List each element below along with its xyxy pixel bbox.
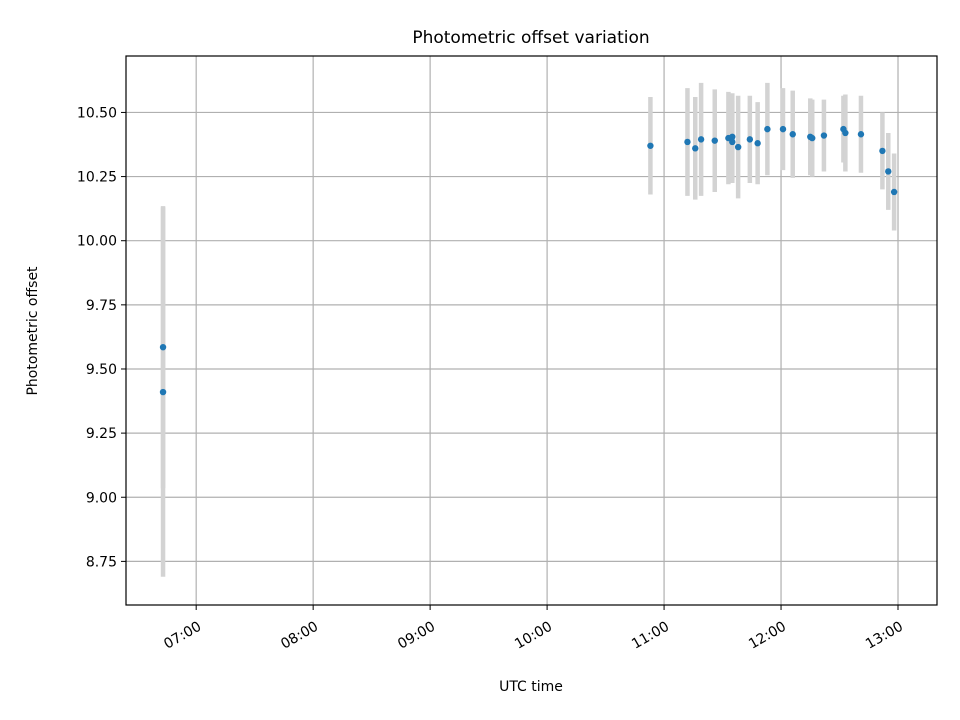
data-point [820,132,828,139]
x-axis-ticks: 07:00 08:00 09:00 10:00 11:00 12:00 13:00 [161,605,906,653]
y-tick-label: 9.00 [86,490,117,506]
data-point [809,134,816,142]
y-axis-label: Photometric offset [25,266,41,396]
chart-title: Photometric offset variation [412,28,649,48]
y-tick-label: 9.75 [86,298,117,314]
data-point [842,129,849,137]
data-point [746,136,754,143]
data-point [764,125,771,133]
y-tick-label: 10.25 [77,170,117,186]
data-point [789,131,796,138]
data-point [697,136,705,143]
x-tick-label: 09:00 [395,619,438,653]
x-tick-label: 13:00 [863,619,906,653]
x-tick-label: 10:00 [512,619,555,653]
x-axis-label: UTC time [499,679,563,695]
y-tick-label: 10.50 [77,105,117,121]
y-axis-ticks: 8.75 9.00 9.25 9.50 9.75 10.00 10.25 10.50 [77,105,126,570]
x-tick-label: 08:00 [278,619,321,653]
data-point [754,140,761,147]
data-point [159,343,167,351]
data-point [729,133,736,141]
x-tick-label: 12:00 [746,619,789,653]
data-points [159,125,898,396]
y-tick-label: 10.00 [77,234,117,250]
data-point [711,137,718,144]
plot-frame [125,55,938,606]
data-point [857,131,865,138]
data-point [684,138,691,146]
data-point [879,147,886,155]
data-point [779,125,787,133]
data-point [890,188,898,196]
error-bars [160,82,897,577]
y-tick-label: 9.25 [86,426,117,442]
y-tick-label: 9.50 [86,362,117,378]
data-point [729,138,736,146]
x-tick-label: 11:00 [629,619,672,653]
data-point [885,168,892,175]
data-point [734,143,742,151]
data-point [647,142,654,149]
data-point [692,145,699,152]
data-point [159,388,167,396]
y-tick-label: 8.75 [86,554,117,570]
x-tick-label: 07:00 [161,619,204,653]
